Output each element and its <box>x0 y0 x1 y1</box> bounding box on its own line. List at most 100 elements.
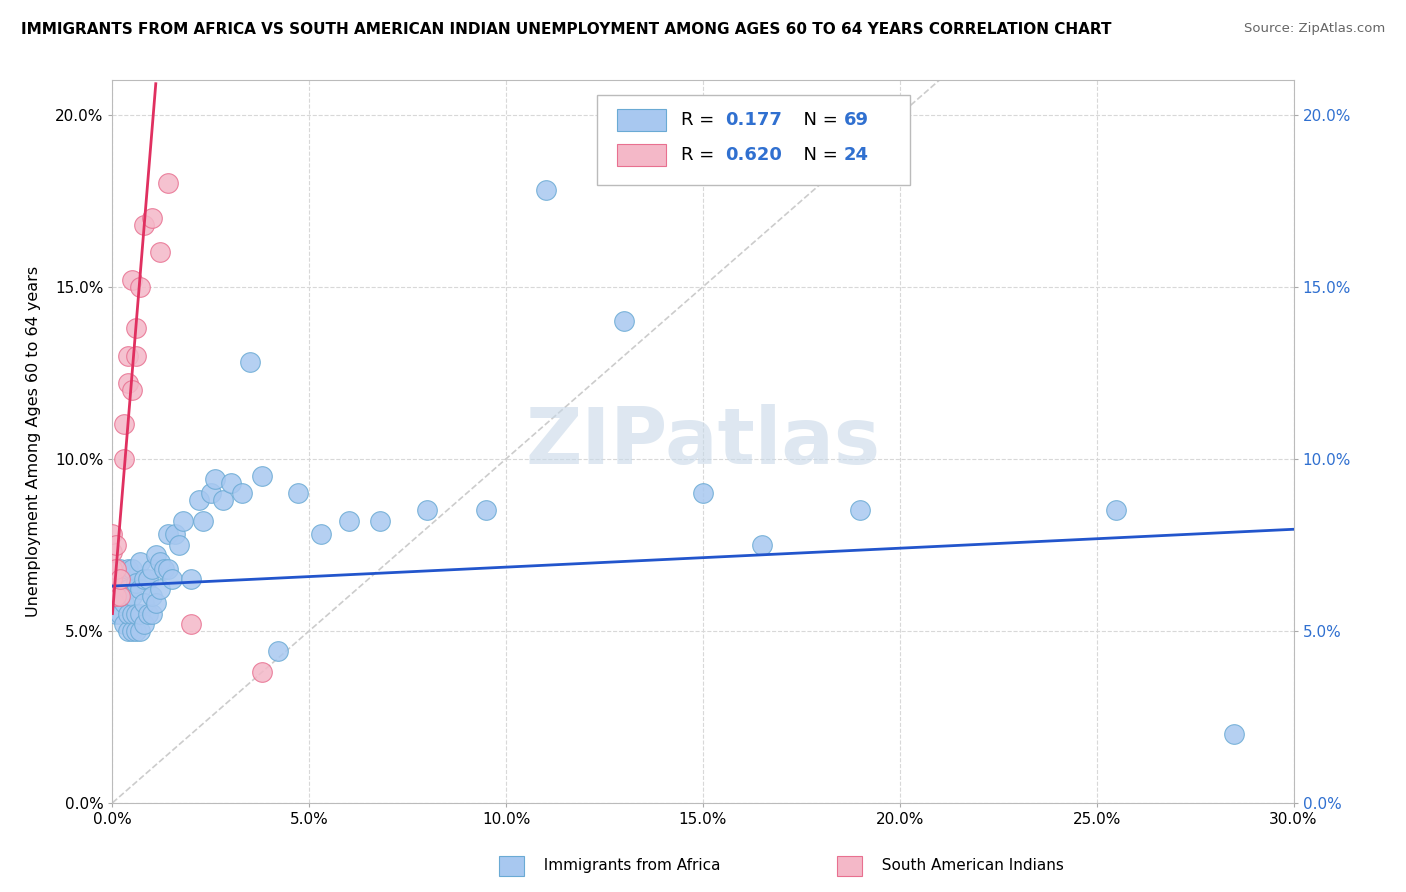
Point <box>112 596 135 610</box>
Point <box>136 607 159 621</box>
Point <box>117 349 139 363</box>
Text: South American Indians: South American Indians <box>872 858 1063 872</box>
Point <box>125 321 148 335</box>
Text: R =: R = <box>681 145 720 164</box>
Point <box>121 624 143 638</box>
Text: Source: ZipAtlas.com: Source: ZipAtlas.com <box>1244 22 1385 36</box>
Text: N =: N = <box>792 145 844 164</box>
Text: 0.620: 0.620 <box>725 145 782 164</box>
Point <box>172 514 194 528</box>
Point <box>267 644 290 658</box>
Point <box>309 527 332 541</box>
Point <box>121 607 143 621</box>
Point <box>239 355 262 369</box>
Point <box>110 572 132 586</box>
Text: ZIPatlas: ZIPatlas <box>526 403 880 480</box>
Text: 69: 69 <box>844 111 869 129</box>
Point <box>132 218 155 232</box>
Point <box>117 582 139 597</box>
Point <box>101 572 124 586</box>
Point <box>129 582 152 597</box>
Y-axis label: Unemployment Among Ages 60 to 64 years: Unemployment Among Ages 60 to 64 years <box>27 266 41 617</box>
Point <box>101 562 124 576</box>
Point <box>105 590 128 604</box>
Point <box>849 503 872 517</box>
Point <box>156 177 179 191</box>
Point <box>188 493 211 508</box>
Point <box>250 665 273 679</box>
FancyBboxPatch shape <box>617 109 666 131</box>
Point <box>204 472 226 486</box>
Point <box>112 417 135 432</box>
Point <box>110 607 132 621</box>
Point <box>337 514 360 528</box>
Point <box>287 486 309 500</box>
Point <box>145 596 167 610</box>
Point <box>751 538 773 552</box>
Point <box>219 475 242 490</box>
Point <box>132 596 155 610</box>
Point <box>117 624 139 638</box>
Point <box>121 383 143 397</box>
Point <box>200 486 222 500</box>
Point <box>368 514 391 528</box>
Point <box>105 607 128 621</box>
Point <box>141 607 163 621</box>
Point <box>141 211 163 225</box>
Point <box>180 616 202 631</box>
Point <box>112 451 135 466</box>
Point <box>160 572 183 586</box>
Point <box>141 562 163 576</box>
Point <box>250 469 273 483</box>
Point <box>129 624 152 638</box>
Point <box>156 562 179 576</box>
Point <box>101 572 124 586</box>
Point <box>211 493 233 508</box>
Point <box>149 582 172 597</box>
Point <box>1223 727 1246 741</box>
Point <box>121 562 143 576</box>
Point <box>110 582 132 597</box>
Point <box>105 562 128 576</box>
Point <box>121 590 143 604</box>
Point <box>117 607 139 621</box>
Text: R =: R = <box>681 111 720 129</box>
FancyBboxPatch shape <box>617 144 666 166</box>
Point <box>101 590 124 604</box>
Point <box>112 616 135 631</box>
Point <box>149 245 172 260</box>
Point <box>121 273 143 287</box>
Point <box>416 503 439 517</box>
Point <box>129 555 152 569</box>
Point <box>117 376 139 390</box>
Point <box>105 590 128 604</box>
Text: Immigrants from Africa: Immigrants from Africa <box>534 858 721 872</box>
Point <box>125 624 148 638</box>
Point <box>141 590 163 604</box>
Text: 24: 24 <box>844 145 869 164</box>
Point <box>191 514 214 528</box>
Point <box>132 572 155 586</box>
Point <box>149 555 172 569</box>
Point <box>475 503 498 517</box>
Point <box>534 183 557 197</box>
Text: 0.177: 0.177 <box>725 111 782 129</box>
Point <box>1105 503 1128 517</box>
Point <box>231 486 253 500</box>
Point <box>152 562 174 576</box>
Point <box>129 279 152 293</box>
Point <box>165 527 187 541</box>
FancyBboxPatch shape <box>596 95 910 185</box>
Point <box>105 562 128 576</box>
Point <box>129 607 152 621</box>
Point <box>101 544 124 558</box>
Point <box>169 538 191 552</box>
Point <box>110 562 132 576</box>
Point <box>125 349 148 363</box>
Text: N =: N = <box>792 111 844 129</box>
Point <box>101 527 124 541</box>
Point <box>125 575 148 590</box>
Point <box>110 590 132 604</box>
Point <box>136 572 159 586</box>
Text: IMMIGRANTS FROM AFRICA VS SOUTH AMERICAN INDIAN UNEMPLOYMENT AMONG AGES 60 TO 64: IMMIGRANTS FROM AFRICA VS SOUTH AMERICAN… <box>21 22 1112 37</box>
